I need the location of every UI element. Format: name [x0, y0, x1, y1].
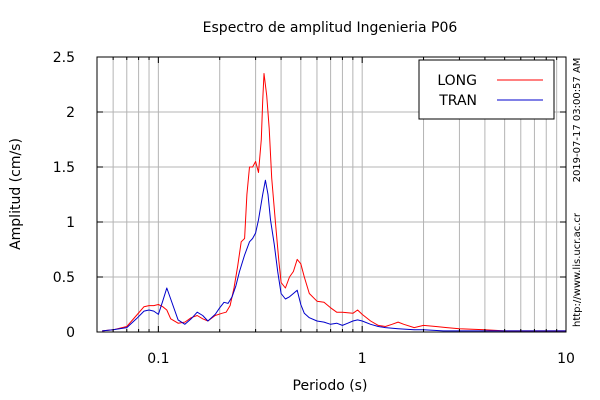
series-line-long [102, 73, 566, 332]
timestamp-label: 2019-07-17 03:00:57 AM [572, 58, 583, 183]
y-axis-label: Amplitud (cm/s) [8, 138, 24, 250]
y-tick-label: 2.5 [53, 50, 75, 66]
series-layer [102, 73, 566, 332]
x-tick-label: 0.1 [147, 351, 169, 367]
chart-title: Espectro de amplitud Ingenieria P06 [203, 20, 458, 36]
source-url-label: http://www.lis.ucr.ac.cr [572, 212, 583, 327]
legend: LONG TRAN [418, 59, 555, 120]
y-tick-label: 1.5 [53, 160, 75, 176]
series-line-tran [102, 179, 566, 332]
x-tick-label: 10 [557, 351, 575, 367]
x-tick-label: 1 [358, 351, 367, 367]
y-tick-label: 2 [66, 105, 75, 121]
plot-frame [96, 56, 567, 333]
legend-label-tran: TRAN [438, 93, 477, 109]
legend-label-long: LONG [437, 73, 477, 89]
y-tick-label: 1 [66, 215, 75, 231]
y-tick-label: 0 [66, 325, 75, 341]
y-tick-label: 0.5 [53, 270, 75, 286]
axis-ticks: 0.1 1 10 0 0.5 1 1.5 2 2.5 [53, 50, 575, 367]
legend-box [418, 59, 555, 120]
x-axis-label: Periodo (s) [293, 378, 368, 394]
